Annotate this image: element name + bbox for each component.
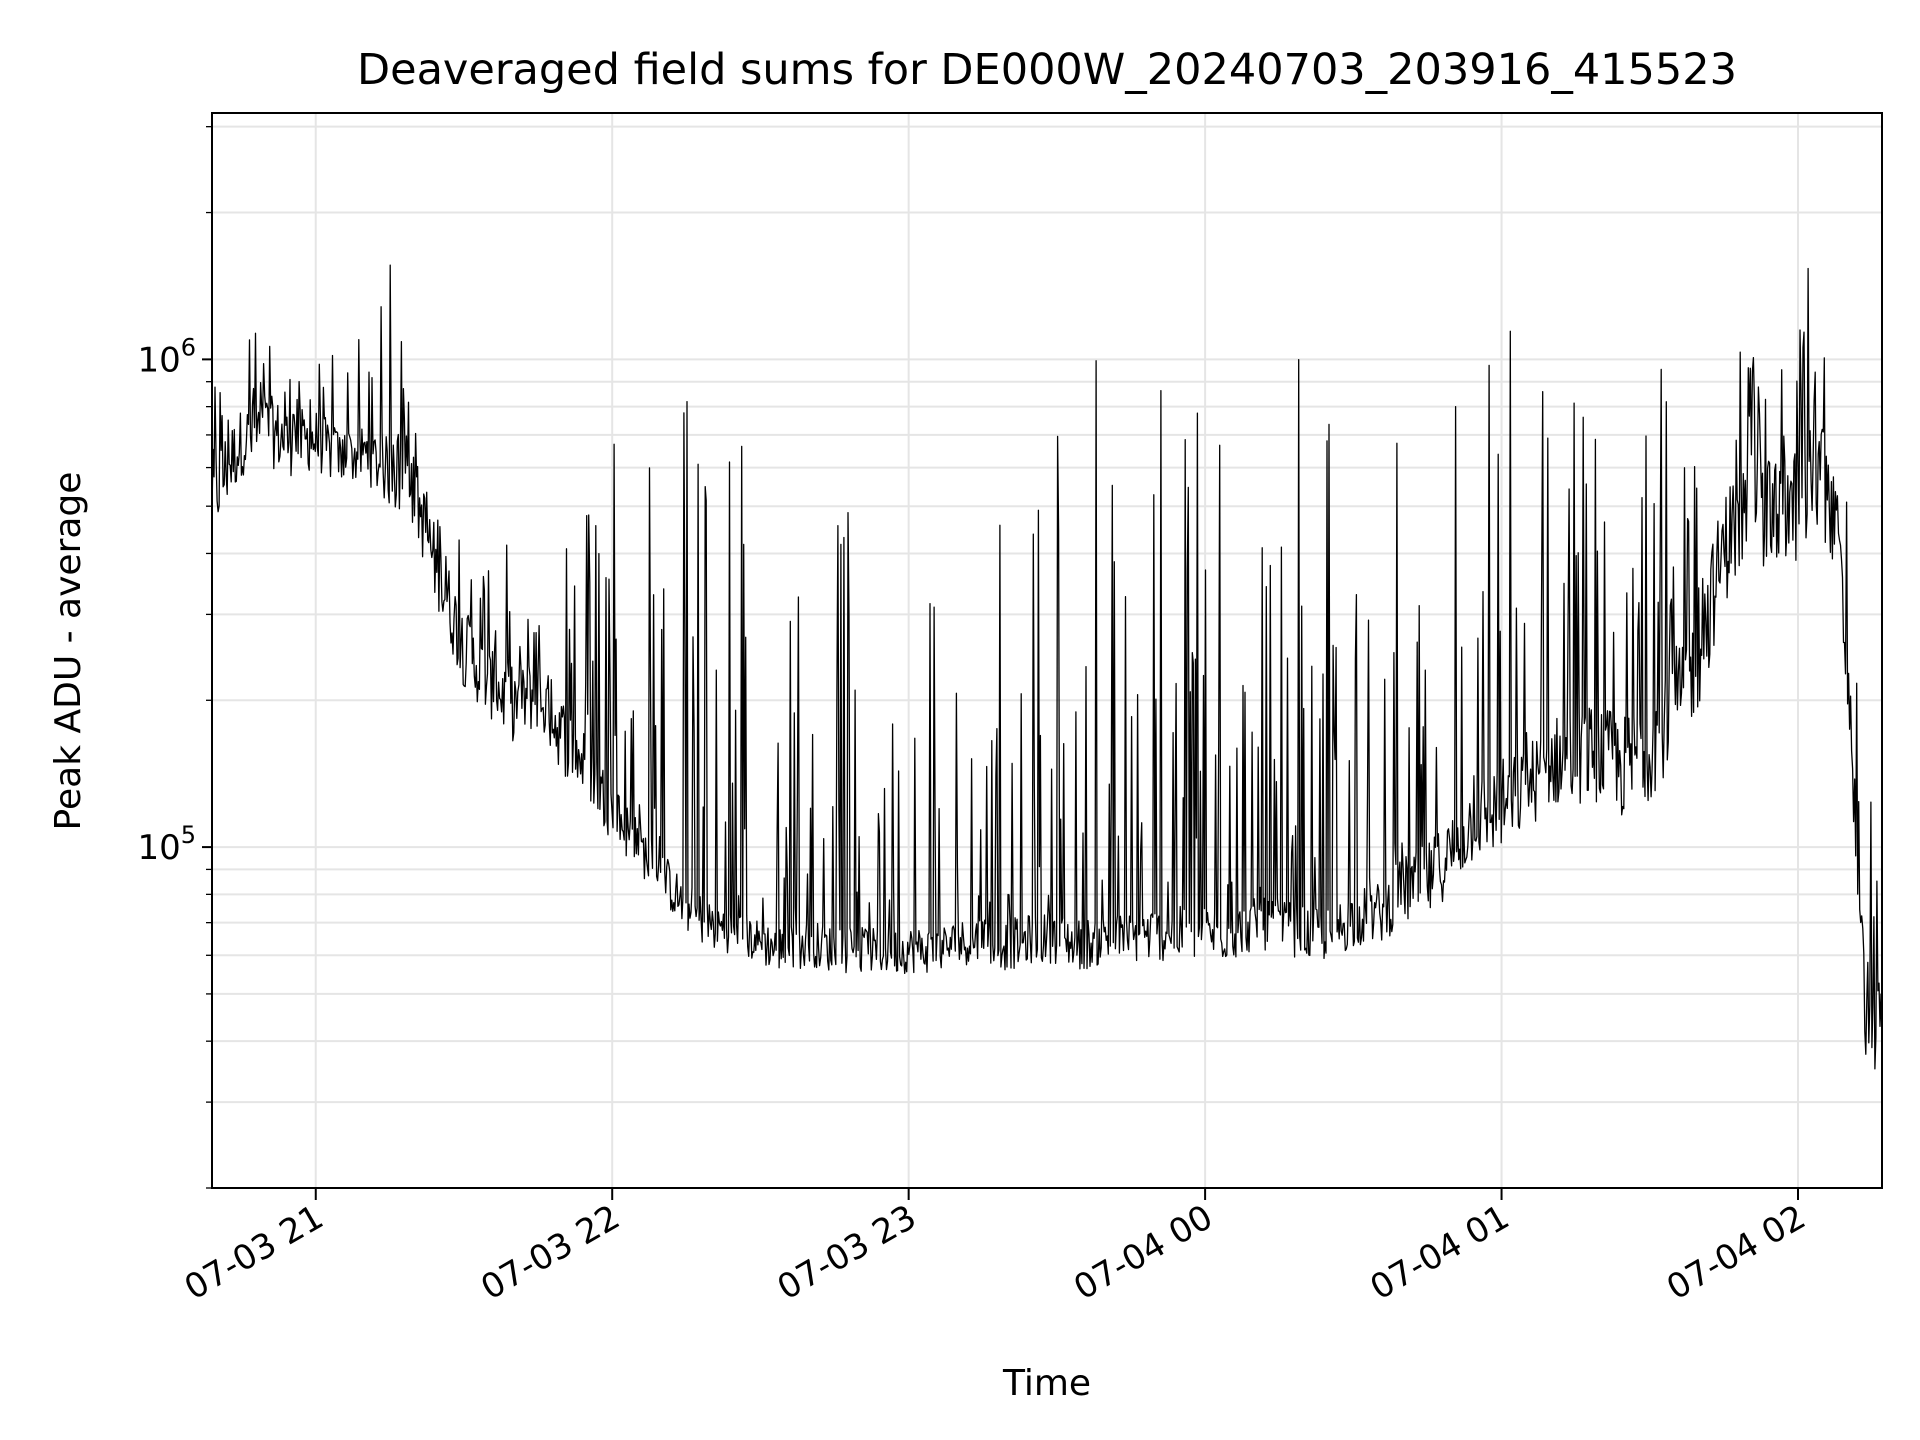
chart-title: Deaveraged field sums for DE000W_2024070… xyxy=(357,45,1737,95)
series-line xyxy=(211,264,1883,1070)
plot-frame xyxy=(211,112,1883,1189)
y-axis: 105 106 xyxy=(137,126,212,1189)
y-tick-label: 106 xyxy=(137,333,196,380)
plot-area xyxy=(211,112,1883,1189)
y-grid xyxy=(212,125,1882,1189)
x-axis-label: Time xyxy=(1002,1363,1091,1404)
y-tick-label: 105 xyxy=(137,821,196,868)
y-axis-label: Peak ADU - average xyxy=(48,472,89,831)
